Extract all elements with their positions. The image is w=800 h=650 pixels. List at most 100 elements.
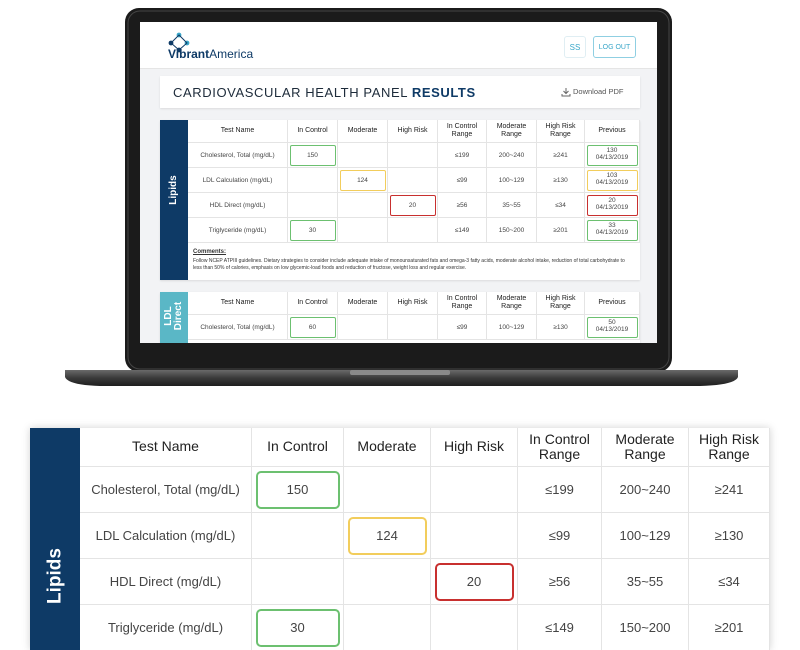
table-cell: ≥56 (518, 559, 602, 605)
logout-button[interactable]: LOG OUT (593, 36, 636, 58)
result-value: 20 (408, 201, 417, 209)
notch (350, 370, 450, 375)
table-cell: 60 (288, 315, 338, 340)
table-cell (288, 168, 338, 193)
section-label-text: Lipids (168, 175, 179, 205)
results-table: LDL Direct Test Name In Control Moderate Hig… (160, 292, 640, 343)
range-value: ≥56 (456, 201, 468, 209)
previous-box: 33 04/13/2019 (586, 219, 638, 241)
download-icon (561, 88, 571, 97)
table-cell: ≤99 (518, 513, 602, 559)
table-cell: ≤149 (518, 605, 602, 650)
bezel-edge (127, 10, 670, 370)
range-value: 200~240 (619, 482, 671, 497)
table-cell: HDL Direct (mg/dL) (188, 193, 288, 218)
range-value: ≥130 (553, 323, 568, 331)
table-cell: Cholesterol, Total (mg/dL) (80, 467, 252, 513)
section-label-text: Lipids (44, 548, 66, 604)
range-value: ≥130 (553, 176, 568, 184)
table-cell: ≤99 (438, 315, 487, 340)
range-value: 100~129 (619, 528, 671, 543)
range-value: ≥56 (548, 574, 571, 589)
user-initials[interactable]: SS (564, 36, 586, 58)
table-cell (388, 315, 438, 340)
range-value: 100~129 (498, 323, 525, 331)
table-cell: 124 (344, 513, 431, 559)
table-cell (388, 143, 438, 168)
table-cell: Cholesterol, Total (mg/dL) (188, 315, 288, 340)
test-name: Cholesterol, Total (mg/dL) (91, 482, 240, 497)
table-cell: 200~240 (602, 467, 689, 513)
previous-date: 04/13/2019 (595, 179, 629, 186)
range-value: 100~129 (498, 176, 525, 184)
table-cell: ≥130 (537, 168, 585, 193)
range-value: ≤149 (545, 620, 574, 635)
table-cell: ≥241 (537, 143, 585, 168)
table-cell: ≥241 (689, 467, 770, 513)
previous-date: 04/13/2019 (595, 154, 629, 161)
test-name: HDL Direct (mg/dL) (109, 574, 222, 589)
table-cell (338, 315, 388, 340)
range-value: ≤99 (456, 176, 468, 184)
test-name: Triglyceride (mg/dL) (208, 226, 267, 234)
column-header: Moderate Range (602, 428, 689, 467)
table-cell: LDL Calculation (mg/dL) (188, 168, 288, 193)
logo-suffix: America (209, 47, 254, 61)
table-cell: ≤34 (537, 193, 585, 218)
result-box: 30 (255, 608, 340, 647)
table-cell: ≤199 (518, 467, 602, 513)
previous-box: 50 04/13/2019 (586, 316, 638, 338)
range-value: ≤99 (456, 323, 468, 331)
range-value: ≤34 (555, 201, 566, 209)
table-cell: 103 04/13/2019 (585, 168, 640, 193)
result-box: 60 (289, 316, 336, 338)
download-pdf[interactable]: Download PDF (573, 87, 624, 96)
range-value: ≥201 (714, 620, 744, 635)
table-cell (288, 193, 338, 218)
table-cell: 124 (338, 168, 388, 193)
panel-title-main: CARDIOVASCULAR HEALTH PANEL (173, 85, 408, 100)
range-value: ≤99 (548, 528, 571, 543)
table-cell (344, 605, 431, 650)
test-name: Cholesterol, Total (mg/dL) (200, 323, 275, 331)
column-header: In Control Range (518, 428, 602, 467)
logo: VibrantAmerica (168, 47, 253, 61)
table-cell (344, 559, 431, 605)
table-cell: 150 (288, 143, 338, 168)
table-cell: 30 (252, 605, 344, 650)
table-cell: Cholesterol, Total (mg/dL) (188, 143, 288, 168)
table-cell: 35~55 (602, 559, 689, 605)
previous-box: 103 04/13/2019 (586, 169, 638, 191)
table-cell: ≤199 (438, 143, 487, 168)
range-value: ≤149 (454, 226, 470, 234)
result-box: 124 (347, 516, 427, 555)
test-name: LDL Calculation (mg/dL) (95, 528, 236, 543)
result-box: 30 (289, 219, 336, 241)
table-cell: 130 04/13/2019 (585, 143, 640, 168)
column-header: Test Name (188, 120, 288, 143)
table-cell (344, 467, 431, 513)
table-cell: 100~129 (487, 315, 537, 340)
test-name: LDL Calculation (mg/dL) (202, 176, 273, 184)
range-value: ≥241 (714, 482, 744, 497)
column-header: Moderate (338, 120, 388, 143)
comments-label: Comments: (193, 249, 227, 255)
range-value: 35~55 (502, 201, 521, 209)
result-value: 150 (307, 151, 318, 159)
table-cell: 200~240 (487, 143, 537, 168)
table-cell: 20 04/13/2019 (585, 193, 640, 218)
range-value: ≥241 (553, 151, 568, 159)
result-value: 30 (308, 226, 317, 234)
previous-date: 04/13/2019 (595, 326, 629, 333)
previous-value: 20 (608, 197, 616, 205)
column-header: Moderate Range (487, 120, 537, 143)
range-value: ≥130 (714, 528, 744, 543)
column-header: Previous (585, 120, 640, 143)
test-name: HDL Direct (mg/dL) (209, 201, 266, 209)
result-box: 124 (339, 169, 386, 191)
column-header: High Risk (431, 428, 518, 467)
column-header: In Control Range (438, 120, 487, 143)
test-name: Triglyceride (mg/dL) (107, 620, 224, 635)
table-cell (388, 218, 438, 243)
range-value: 150~200 (498, 226, 525, 234)
